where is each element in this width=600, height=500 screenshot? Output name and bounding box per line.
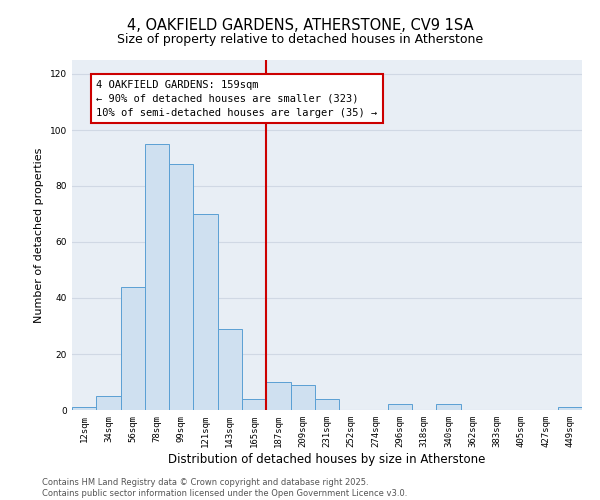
Bar bbox=[388, 404, 412, 410]
Bar bbox=[193, 214, 218, 410]
Bar bbox=[436, 404, 461, 410]
Bar bbox=[96, 396, 121, 410]
Text: 4, OAKFIELD GARDENS, ATHERSTONE, CV9 1SA: 4, OAKFIELD GARDENS, ATHERSTONE, CV9 1SA bbox=[127, 18, 473, 32]
Bar bbox=[218, 329, 242, 410]
Text: Contains HM Land Registry data © Crown copyright and database right 2025.
Contai: Contains HM Land Registry data © Crown c… bbox=[42, 478, 407, 498]
Y-axis label: Number of detached properties: Number of detached properties bbox=[34, 148, 44, 322]
Text: Size of property relative to detached houses in Atherstone: Size of property relative to detached ho… bbox=[117, 32, 483, 46]
Bar bbox=[558, 407, 582, 410]
Text: 4 OAKFIELD GARDENS: 159sqm
← 90% of detached houses are smaller (323)
10% of sem: 4 OAKFIELD GARDENS: 159sqm ← 90% of deta… bbox=[96, 80, 377, 118]
Bar bbox=[121, 287, 145, 410]
Bar bbox=[290, 385, 315, 410]
Bar bbox=[315, 399, 339, 410]
X-axis label: Distribution of detached houses by size in Atherstone: Distribution of detached houses by size … bbox=[169, 452, 485, 466]
Bar bbox=[145, 144, 169, 410]
Bar bbox=[169, 164, 193, 410]
Bar bbox=[72, 407, 96, 410]
Bar bbox=[266, 382, 290, 410]
Bar bbox=[242, 399, 266, 410]
